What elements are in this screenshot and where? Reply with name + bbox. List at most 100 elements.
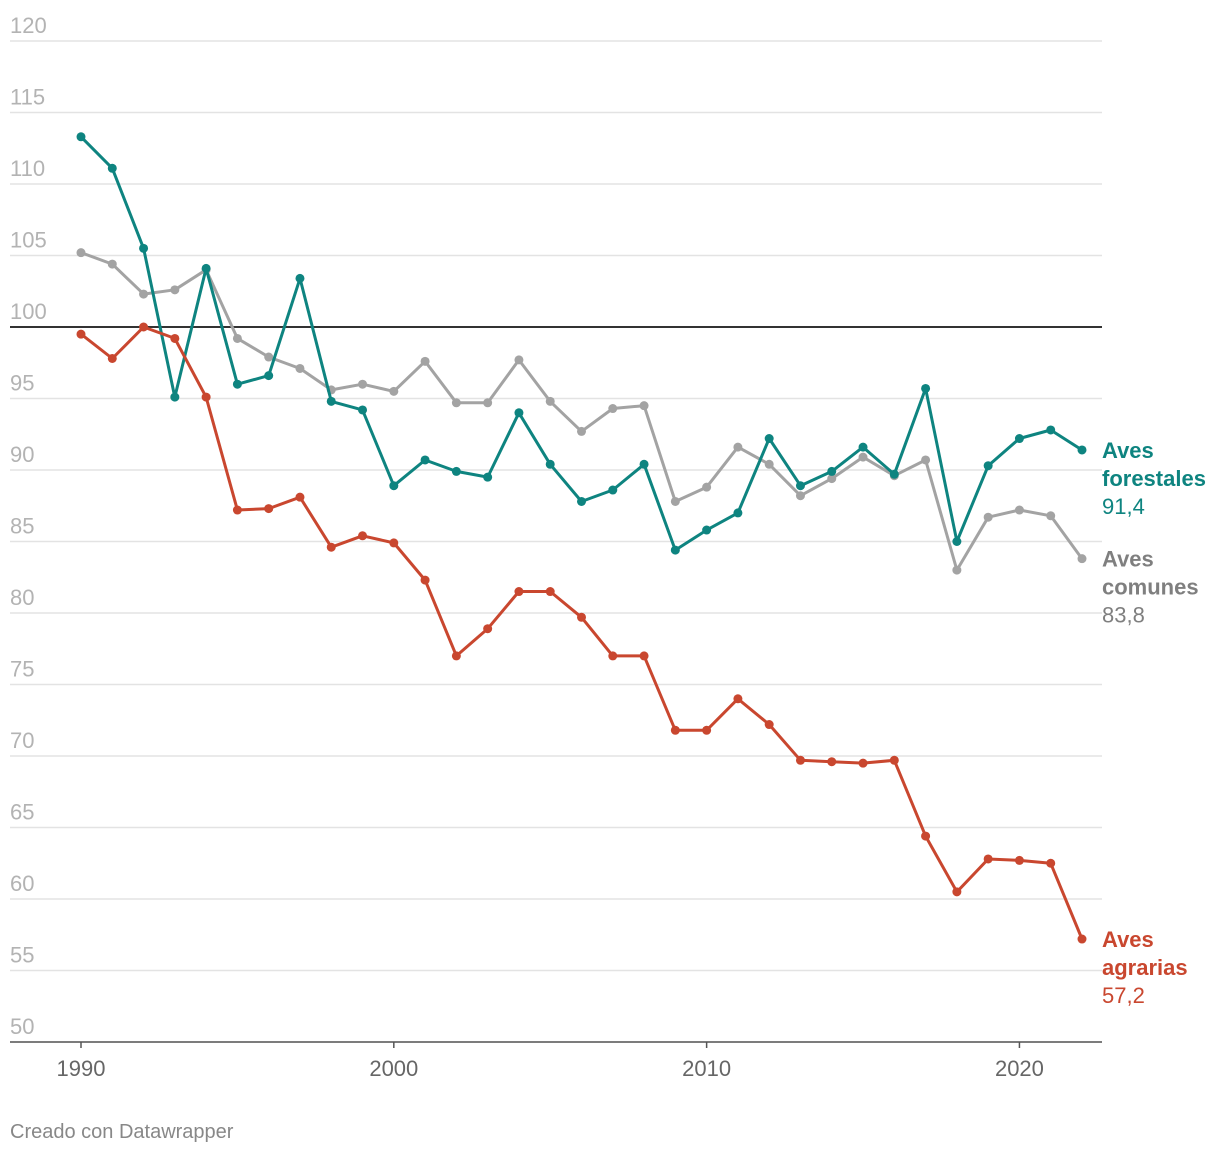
data-point-comunes xyxy=(1077,554,1087,564)
data-point-comunes xyxy=(451,398,461,408)
data-point-agrarias xyxy=(1014,855,1024,865)
data-point-agrarias xyxy=(952,887,962,897)
data-point-forestales xyxy=(733,508,743,518)
x-axis-tick-labels: 1990 2000 2010 2020 xyxy=(57,1042,1044,1081)
data-point-agrarias xyxy=(420,575,430,585)
data-point-forestales xyxy=(545,459,555,469)
data-point-forestales xyxy=(358,405,368,415)
data-point-forestales xyxy=(420,455,430,465)
data-point-comunes xyxy=(264,352,274,362)
data-point-forestales xyxy=(107,163,117,173)
data-point-comunes xyxy=(827,474,837,484)
series-label-comunes: comunes xyxy=(1102,575,1199,600)
data-point-comunes xyxy=(107,259,117,269)
data-point-forestales xyxy=(952,537,962,546)
data-point-comunes xyxy=(358,379,368,389)
data-point-forestales xyxy=(702,525,712,535)
series-value-label-agrarias: 57,2 xyxy=(1102,983,1145,1008)
series-comunes xyxy=(76,248,1087,575)
data-point-comunes xyxy=(764,459,774,469)
data-point-agrarias xyxy=(702,725,712,735)
y-tick-label: 60 xyxy=(10,871,34,896)
data-point-forestales xyxy=(201,263,211,273)
data-point-comunes xyxy=(483,398,493,408)
x-tick-label: 2000 xyxy=(369,1056,418,1081)
data-point-forestales xyxy=(264,371,274,381)
data-point-forestales xyxy=(795,481,805,491)
data-point-comunes xyxy=(514,355,524,365)
data-point-comunes xyxy=(1046,511,1056,521)
series-label-agrarias: agrarias xyxy=(1102,955,1188,980)
data-point-forestales xyxy=(1046,425,1056,435)
series-end-labels: Aves comunes 83,8 Aves forestales 91,4 Aves agr… xyxy=(1102,438,1206,1008)
data-point-agrarias xyxy=(483,624,493,634)
data-point-agrarias xyxy=(264,504,274,514)
gridlines xyxy=(10,40,1102,1043)
data-point-forestales xyxy=(483,472,493,482)
data-point-agrarias xyxy=(358,531,368,541)
y-tick-label: 85 xyxy=(10,514,34,539)
data-point-agrarias xyxy=(1077,934,1087,944)
data-point-comunes xyxy=(420,356,430,366)
data-point-forestales xyxy=(326,396,336,406)
data-point-agrarias xyxy=(170,333,180,343)
data-point-agrarias xyxy=(76,329,86,339)
series-label-comunes: Aves xyxy=(1102,547,1154,572)
data-point-comunes xyxy=(858,452,868,462)
data-point-forestales xyxy=(170,392,180,402)
data-point-agrarias xyxy=(107,353,117,363)
data-point-agrarias xyxy=(451,651,461,661)
data-point-forestales xyxy=(389,481,399,491)
data-point-forestales xyxy=(670,545,680,555)
series-agrarias xyxy=(76,322,1087,944)
data-point-agrarias xyxy=(1046,858,1056,868)
data-point-comunes xyxy=(952,565,962,575)
data-point-agrarias xyxy=(639,651,649,661)
y-tick-label: 55 xyxy=(10,943,34,968)
data-point-agrarias xyxy=(514,587,524,597)
data-point-agrarias xyxy=(139,322,149,332)
data-point-forestales xyxy=(889,469,899,479)
data-point-forestales xyxy=(983,461,993,471)
data-point-comunes xyxy=(921,455,931,465)
y-tick-label: 115 xyxy=(10,85,45,110)
data-point-forestales xyxy=(139,243,149,253)
data-point-agrarias xyxy=(827,757,837,767)
data-point-comunes xyxy=(295,363,305,373)
data-point-forestales xyxy=(608,485,618,495)
data-point-agrarias xyxy=(670,725,680,735)
y-tick-label: 80 xyxy=(10,585,34,610)
data-point-forestales xyxy=(1014,434,1024,444)
y-axis-tick-labels: 50 55 60 65 70 75 80 85 90 95 100 105 110 115 120 xyxy=(10,13,47,1039)
data-point-agrarias xyxy=(795,755,805,765)
x-tick-label: 2010 xyxy=(682,1056,731,1081)
series-value-label-forestales: 91,4 xyxy=(1102,494,1145,519)
data-point-forestales xyxy=(295,273,305,283)
data-point-comunes xyxy=(702,482,712,492)
series-label-forestales: Aves xyxy=(1102,438,1154,463)
data-point-agrarias xyxy=(733,694,743,704)
data-point-comunes xyxy=(795,491,805,501)
series-value-label-comunes: 83,8 xyxy=(1102,603,1145,628)
series-line-comunes xyxy=(79,251,1084,572)
y-tick-label: 65 xyxy=(10,800,34,825)
series-label-forestales: forestales xyxy=(1102,466,1206,491)
data-point-comunes xyxy=(545,396,555,406)
data-point-comunes xyxy=(670,496,680,506)
data-point-forestales xyxy=(827,466,837,476)
y-tick-label: 70 xyxy=(10,728,34,753)
y-tick-label: 100 xyxy=(10,299,47,324)
data-point-agrarias xyxy=(764,720,774,730)
data-point-forestales xyxy=(639,459,649,469)
y-tick-label: 120 xyxy=(10,13,47,38)
y-tick-label: 50 xyxy=(10,1014,34,1039)
y-tick-label: 95 xyxy=(10,371,34,396)
credit-text: Creado con Datawrapper xyxy=(10,1121,234,1143)
data-point-forestales xyxy=(858,442,868,452)
data-point-forestales xyxy=(577,496,586,506)
data-point-agrarias xyxy=(545,587,555,597)
data-point-forestales xyxy=(76,132,86,142)
y-tick-label: 90 xyxy=(10,442,34,467)
data-point-comunes xyxy=(232,333,242,343)
